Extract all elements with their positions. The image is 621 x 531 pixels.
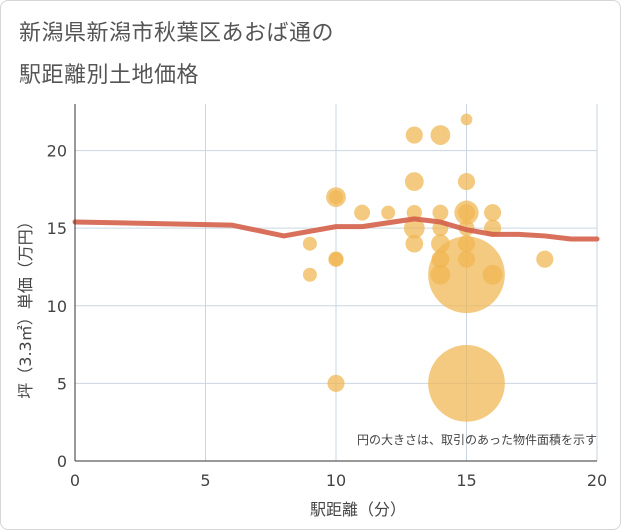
bubble-point — [428, 236, 505, 314]
bubble-point — [329, 190, 343, 205]
axes-layer — [74, 104, 597, 462]
x-tick-label: 0 — [70, 471, 80, 490]
x-tick-label: 15 — [456, 471, 476, 490]
x-tick-label: 5 — [200, 471, 210, 490]
bubble-point — [430, 125, 451, 145]
trend-layer — [72, 216, 600, 242]
x-axis-label: 駅距離（分） — [310, 500, 406, 519]
bubble-point — [302, 267, 317, 282]
bubble-point — [536, 250, 554, 268]
bubble-point — [460, 113, 473, 126]
bubble-layer — [302, 113, 554, 422]
x-tick-label: 10 — [326, 471, 346, 490]
chart-title-line-2: 駅距離別土地価格 — [19, 63, 200, 88]
y-tick-label: 0 — [57, 452, 67, 471]
trend-line — [72, 216, 600, 242]
y-axis-label: 坪（3.3㎡）単価（万円） — [16, 213, 35, 398]
tick-labels: 0 5 10 15 20 0 5 10 15 20 — [47, 142, 608, 490]
bubble-point — [432, 204, 449, 221]
y-tick-label: 15 — [47, 219, 67, 238]
bubble-point — [457, 204, 476, 222]
y-tick-label: 20 — [47, 142, 67, 161]
bubble-point — [381, 205, 396, 220]
y-tick-label: 5 — [57, 374, 67, 393]
y-tick-label: 10 — [47, 297, 67, 316]
bubble-point — [484, 204, 502, 222]
bubble-point — [329, 252, 343, 267]
bubble-point — [403, 217, 425, 239]
bubble-point — [405, 234, 424, 253]
x-tick-label: 20 — [587, 471, 607, 490]
grid-lines — [75, 104, 598, 461]
bubble-point — [406, 204, 422, 221]
bubble-point — [405, 126, 423, 144]
bubble-point — [457, 173, 476, 191]
chart-title-line-1: 新潟県新潟市秋葉区あおば通の — [19, 21, 335, 46]
bubble-point — [428, 345, 505, 422]
bubble-point — [354, 204, 371, 221]
bubble-size-note: 円の大きさは、取引のあった物件面積を示す — [357, 432, 597, 447]
bubble-point — [302, 236, 317, 251]
bubble-point — [404, 172, 424, 192]
bubble-point — [482, 264, 503, 285]
bubble-point — [327, 374, 345, 392]
